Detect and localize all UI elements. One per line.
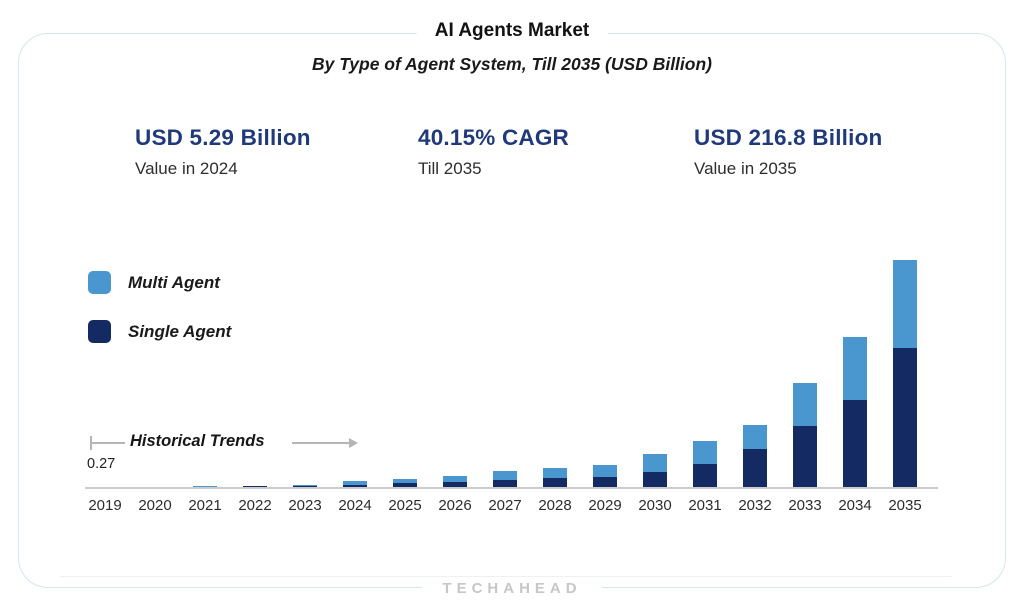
bar-2023-multi-agent-segment	[293, 484, 317, 487]
bar-2035	[893, 260, 917, 487]
legend-item-single-agent: Single Agent	[88, 320, 231, 343]
bar-2023-single-agent-segment	[293, 486, 317, 487]
bar-2030-single-agent-segment	[643, 471, 667, 487]
stat-cagr-value: 40.15% CAGR	[418, 125, 570, 150]
page-subtitle: By Type of Agent System, Till 2035 (USD …	[312, 54, 712, 74]
single-agent-swatch-icon	[88, 320, 111, 343]
bar-chart	[81, 260, 941, 487]
stat-2024-value: USD 5.29 Billion	[135, 125, 311, 150]
bar-2031-multi-agent-segment	[693, 440, 717, 465]
stat-2035-value: USD 216.8 Billion	[694, 125, 883, 150]
bar-2034	[843, 336, 867, 487]
x-axis-label-2029: 2029	[588, 497, 622, 514]
x-axis-label-2021: 2021	[188, 497, 222, 514]
bar-2031	[693, 440, 717, 487]
stat-value-2024: USD 5.29 Billion Value in 2024	[135, 125, 311, 179]
bar-2025	[393, 479, 417, 487]
bar-2030	[643, 454, 667, 487]
bar-2032-multi-agent-segment	[743, 424, 767, 449]
historical-trends-arrowhead-icon	[349, 438, 358, 448]
techahead-logo: TECHAHEAD	[422, 580, 602, 597]
bar-2029-multi-agent-segment	[593, 464, 617, 477]
bar-2032	[743, 424, 767, 487]
bar-2024-multi-agent-segment	[343, 481, 367, 485]
x-axis-label-2027: 2027	[488, 497, 522, 514]
stat-2024-label: Value in 2024	[135, 159, 238, 178]
legend-label-single-agent: Single Agent	[128, 321, 232, 341]
x-axis-label-2024: 2024	[338, 497, 372, 514]
bar-2027-multi-agent-segment	[493, 471, 517, 480]
bar-2033	[793, 382, 817, 487]
first-bar-value-label: 0.27	[87, 456, 116, 472]
stat-cagr-label: Till 2035	[418, 159, 482, 178]
x-axis-label-2025: 2025	[388, 497, 422, 514]
bar-2032-single-agent-segment	[743, 448, 767, 487]
bar-2031-single-agent-segment	[693, 464, 717, 487]
bar-2021	[193, 486, 217, 487]
bar-2027-single-agent-segment	[493, 480, 517, 487]
chart-card	[18, 33, 1006, 588]
bar-2025-multi-agent-segment	[393, 479, 417, 484]
x-axis-label-2031: 2031	[688, 497, 722, 514]
bar-2026-multi-agent-segment	[443, 475, 467, 482]
bar-2028-multi-agent-segment	[543, 467, 567, 479]
bar-2022	[243, 485, 267, 487]
x-axis-label-2022: 2022	[238, 497, 272, 514]
x-axis-label-2033: 2033	[788, 497, 822, 514]
historical-trends-label: Historical Trends	[130, 432, 265, 450]
stat-cagr: 40.15% CAGR Till 2035	[418, 125, 569, 179]
bar-2034-single-agent-segment	[843, 400, 867, 487]
bar-2033-single-agent-segment	[793, 425, 817, 487]
historical-trends-line-right	[292, 442, 350, 444]
bar-2022-single-agent-segment	[243, 486, 267, 487]
bar-2022-multi-agent-segment	[243, 485, 267, 487]
bar-2029-single-agent-segment	[593, 476, 617, 487]
stat-value-2035: USD 216.8 Billion Value in 2035	[694, 125, 882, 179]
legend-item-multi-agent: Multi Agent	[88, 271, 220, 294]
bar-2026-single-agent-segment	[443, 481, 467, 487]
bar-2024-single-agent-segment	[343, 484, 367, 487]
bar-2035-single-agent-segment	[893, 348, 917, 487]
bar-2030-multi-agent-segment	[643, 454, 667, 472]
stat-2035-label: Value in 2035	[694, 159, 797, 178]
legend-label-multi-agent: Multi Agent	[128, 272, 220, 292]
bar-2033-multi-agent-segment	[793, 382, 817, 426]
bar-2034-multi-agent-segment	[843, 336, 867, 401]
bar-2023	[293, 484, 317, 487]
x-axis-label-2032: 2032	[738, 497, 772, 514]
bar-2028-single-agent-segment	[543, 478, 567, 487]
x-axis-line	[85, 487, 938, 489]
x-axis-label-2030: 2030	[638, 497, 672, 514]
page-title: AI Agents Market	[416, 20, 608, 42]
x-axis-label-2035: 2035	[888, 497, 922, 514]
historical-trends-line-left	[91, 442, 125, 444]
x-axis-label-2019: 2019	[88, 497, 122, 514]
x-axis-label-2026: 2026	[438, 497, 472, 514]
multi-agent-swatch-icon	[88, 271, 111, 294]
x-axis-labels: 2019 2020 2021 2022 2023 2024 2025 2026 2027 2028…	[81, 497, 961, 519]
x-axis-label-2023: 2023	[288, 497, 322, 514]
bar-2024	[343, 481, 367, 487]
x-axis-label-2020: 2020	[138, 497, 172, 514]
x-axis-label-2034: 2034	[838, 497, 872, 514]
bar-2028	[543, 467, 567, 487]
bar-2027	[493, 471, 517, 487]
bar-2029	[593, 464, 617, 487]
x-axis-label-2028: 2028	[538, 497, 572, 514]
bar-2026	[443, 475, 467, 487]
bar-2025-single-agent-segment	[393, 483, 417, 487]
footer-divider	[60, 576, 952, 577]
bar-2035-multi-agent-segment	[893, 260, 917, 349]
